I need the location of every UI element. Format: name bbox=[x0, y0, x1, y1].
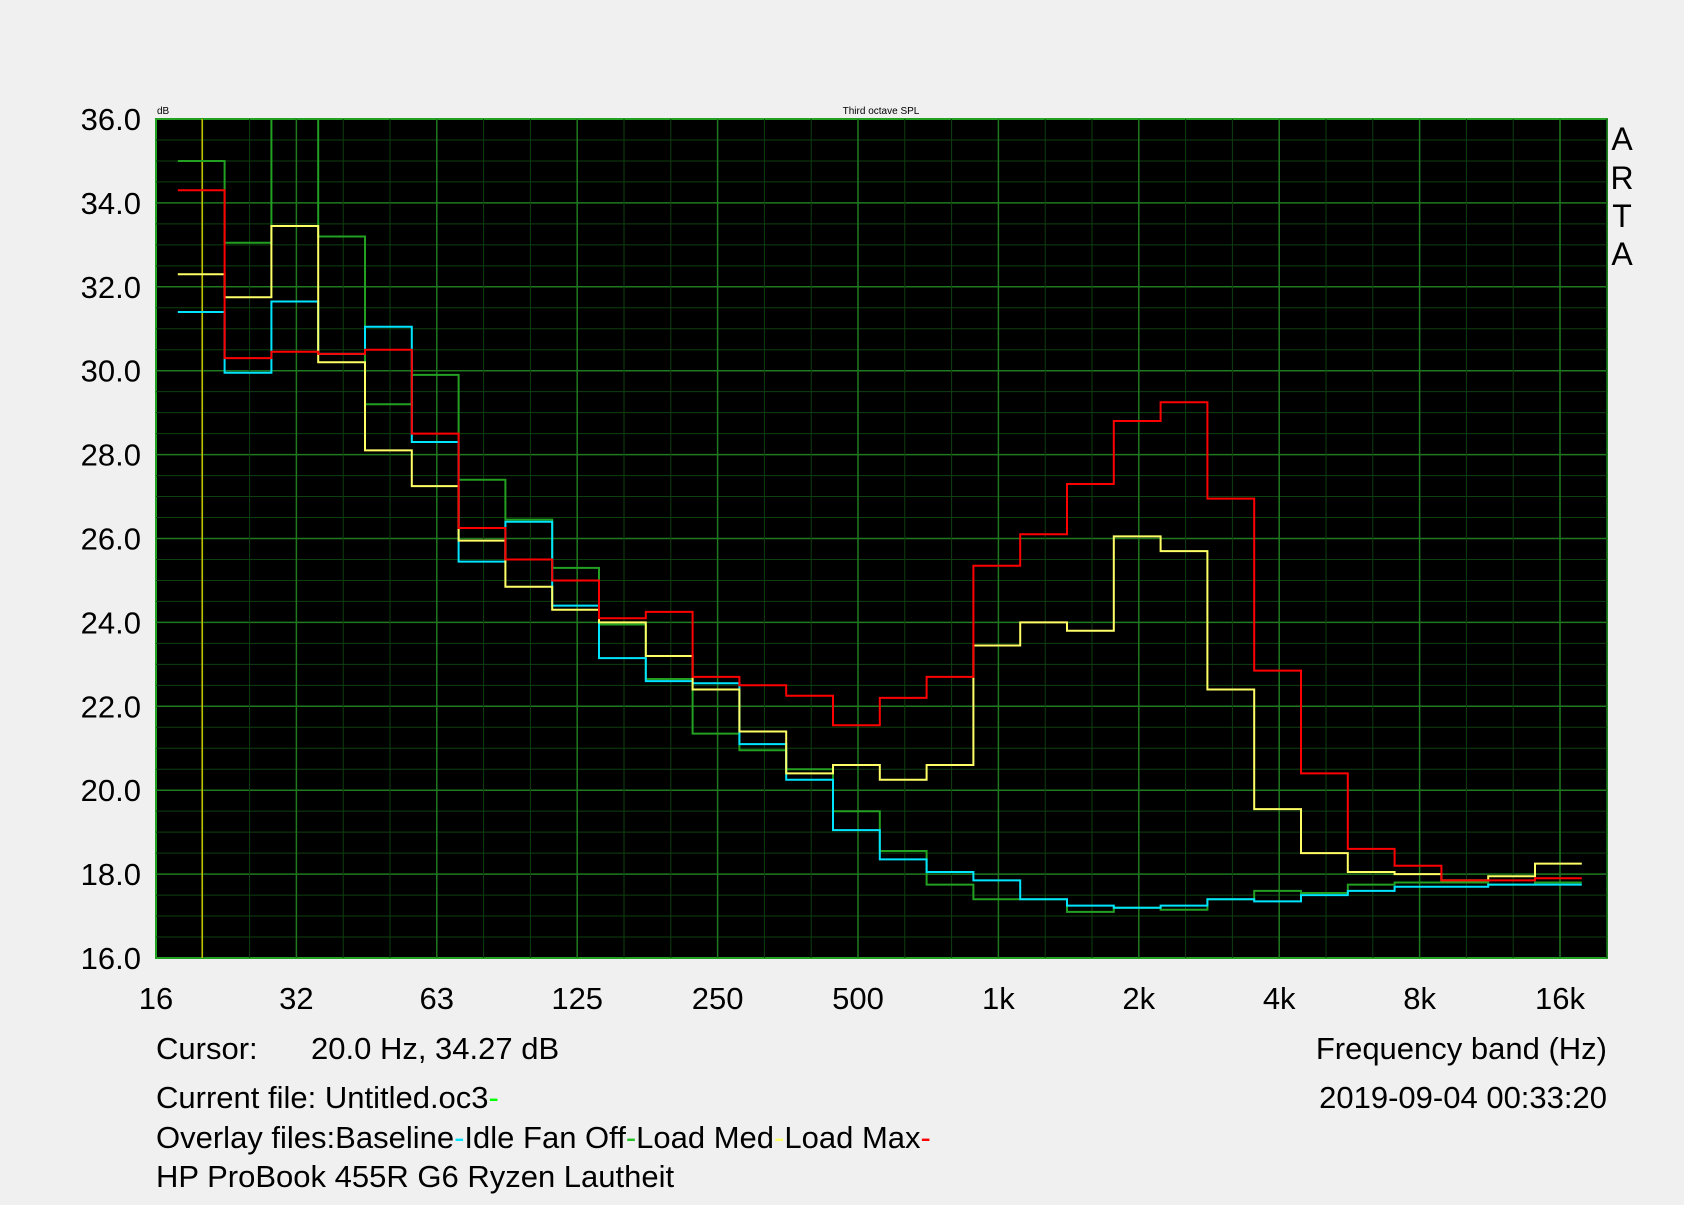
overlay-name: Baseline bbox=[335, 1120, 454, 1155]
overlay-color-marker: - bbox=[921, 1120, 931, 1155]
x-tick-label: 250 bbox=[692, 981, 744, 1016]
x-tick-label: 125 bbox=[551, 981, 603, 1016]
chart-title: Third octave SPL bbox=[843, 106, 920, 117]
y-tick-labels: 16.0 18.0 20.0 22.0 24.0 26.0 28.0 30.0 32.0 34.0… bbox=[81, 102, 141, 976]
x-tick-label: 8k bbox=[1403, 981, 1436, 1016]
y-tick-label: 22.0 bbox=[81, 689, 141, 724]
overlay-color-marker: - bbox=[626, 1120, 636, 1155]
y-tick-label: 34.0 bbox=[81, 186, 141, 221]
description: HP ProBook 455R G6 Ryzen Lautheit bbox=[156, 1159, 675, 1194]
svg-text:A: A bbox=[1611, 121, 1633, 157]
x-axis-label: Frequency band (Hz) bbox=[1316, 1031, 1607, 1066]
x-tick-label: 2k bbox=[1122, 981, 1155, 1016]
grid bbox=[156, 119, 1608, 958]
x-tick-label: 4k bbox=[1263, 981, 1296, 1016]
y-tick-label: 18.0 bbox=[81, 857, 141, 892]
x-tick-label: 63 bbox=[420, 981, 454, 1016]
y-tick-label: 28.0 bbox=[81, 438, 141, 473]
svg-text:R: R bbox=[1610, 160, 1633, 196]
x-tick-label: 16 bbox=[139, 981, 173, 1016]
series-load-max bbox=[177, 189, 1582, 882]
x-tick-label: 1k bbox=[982, 981, 1015, 1016]
y-tick-label: 26.0 bbox=[81, 522, 141, 557]
series-lines bbox=[177, 119, 1582, 958]
y-tick-label: 36.0 bbox=[81, 102, 141, 137]
x-tick-label: 16k bbox=[1535, 981, 1585, 1016]
svg-text:A: A bbox=[1611, 236, 1633, 272]
arta-logo: A R T A bbox=[1610, 121, 1633, 272]
x-tick-label: 500 bbox=[832, 981, 884, 1016]
overlay-files: Overlay files:Baseline-Idle Fan Off-Load… bbox=[156, 1120, 931, 1155]
cursor-readout: 20.0 Hz, 34.27 dB bbox=[311, 1031, 559, 1066]
y-tick-label: 24.0 bbox=[81, 605, 141, 640]
overlay-name: Load Max bbox=[784, 1120, 921, 1155]
y-axis-unit: dB bbox=[157, 106, 170, 117]
overlay-color-marker: - bbox=[454, 1120, 464, 1155]
current-file: Current file: Untitled.oc3- bbox=[156, 1080, 499, 1115]
svg-text:T: T bbox=[1612, 198, 1632, 234]
overlay-name: Idle Fan Off bbox=[464, 1120, 626, 1155]
cursor-label: Cursor: bbox=[156, 1031, 258, 1066]
overlay-name: Load Med bbox=[636, 1120, 774, 1155]
current-file-marker: - bbox=[489, 1080, 499, 1115]
series-load-med bbox=[177, 225, 1582, 882]
timestamp: 2019-09-04 00:33:20 bbox=[1319, 1080, 1607, 1115]
x-tick-label: 32 bbox=[279, 981, 313, 1016]
y-tick-label: 20.0 bbox=[81, 773, 141, 808]
x-tick-labels: 16 32 63 125 250 500 1k 2k 4k 8k 16k bbox=[139, 981, 1586, 1016]
y-tick-label: 32.0 bbox=[81, 270, 141, 305]
overlay-color-marker: - bbox=[774, 1120, 784, 1155]
y-tick-label: 16.0 bbox=[81, 941, 141, 976]
y-tick-label: 30.0 bbox=[81, 354, 141, 389]
